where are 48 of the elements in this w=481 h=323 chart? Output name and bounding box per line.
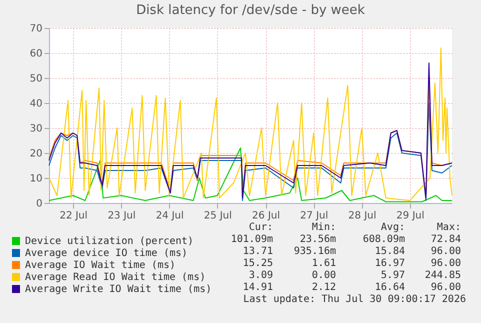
text: Max:: [436, 222, 461, 234]
legend-label: Average Write IO Wait time (ms): [25, 284, 212, 295]
y-tick-label: 50: [30, 74, 42, 84]
line-series: [48, 102, 452, 201]
text: 2.12: [312, 282, 336, 294]
text: 608.09m: [362, 234, 405, 246]
text: 23.56m: [300, 234, 336, 246]
y-tick-label: 30: [30, 124, 42, 134]
y-tick-label: 0: [36, 198, 42, 210]
legend-label: Average IO Wait time (ms): [25, 260, 176, 271]
y-tick-label: 10: [30, 174, 42, 184]
x-tick-label: 29 Jul: [396, 210, 424, 222]
y-tick-label: 60: [30, 48, 42, 60]
text: Cur:: [248, 222, 273, 234]
x-tick-label: 28 Jul: [348, 210, 376, 222]
x-tick-label: 27 Jul: [300, 210, 328, 222]
legend-label: Average device IO time (ms): [25, 248, 188, 259]
text: 72.84: [430, 234, 461, 246]
x-tick-label: 23 Jul: [108, 210, 136, 222]
text: 14.91: [242, 282, 273, 294]
text: 0.00: [312, 270, 336, 282]
text: 96.00: [430, 246, 461, 258]
text: 101.09m: [230, 234, 273, 246]
text: 16.97: [374, 258, 405, 270]
x-tick-label: 22 Jul: [60, 210, 88, 222]
y-tick-label: 40: [30, 98, 42, 110]
text: 1.61: [312, 258, 336, 270]
text: 96.00: [430, 282, 461, 294]
text: 16.64: [374, 282, 405, 294]
x-tick-label: 24 Jul: [156, 210, 184, 222]
text: 935.16m: [294, 246, 336, 258]
y-tick-label: 70: [30, 24, 42, 34]
text: 13.71: [242, 246, 273, 258]
text: 3.09: [248, 270, 273, 282]
text: Avg:: [380, 222, 405, 234]
text: 244.85: [424, 270, 461, 282]
legend-label: Average Read IO Wait time (ms): [25, 272, 206, 283]
text: 15.84: [374, 246, 405, 258]
text: Min:: [312, 222, 336, 234]
text: 5.97: [380, 270, 405, 282]
text: Last update: Thu Jul 30 09:00:17 2026: [243, 294, 466, 306]
legend-label: Device utilization (percent): [25, 236, 194, 247]
x-tick-label: 26 Jul: [252, 210, 280, 222]
y-tick-label: 20: [30, 148, 42, 160]
x-tick-label: 25 Jul: [204, 210, 232, 222]
text: 15.25: [242, 258, 273, 270]
chart-title: Disk latency for /dev/sde - by week: [136, 3, 366, 18]
text: 96.00: [430, 258, 461, 270]
